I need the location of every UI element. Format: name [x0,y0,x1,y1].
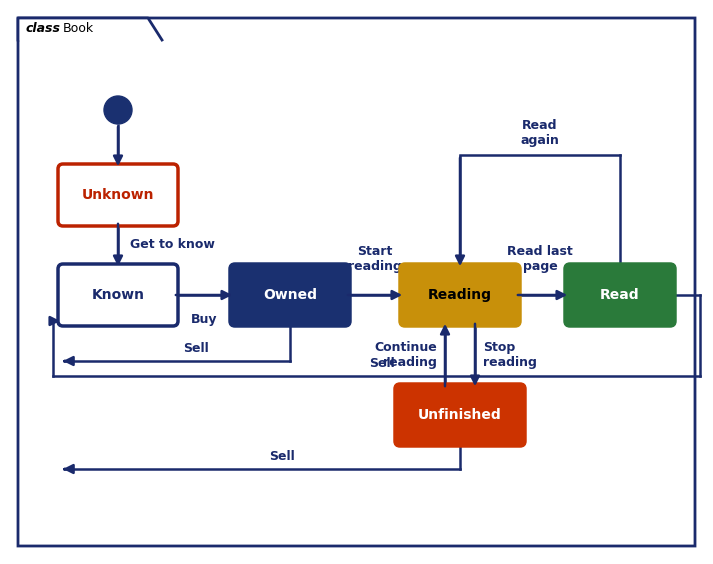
Circle shape [104,96,132,124]
Text: Reading: Reading [428,288,492,302]
Text: Read: Read [600,288,640,302]
Text: Read last
page: Read last page [507,245,573,273]
Text: Book: Book [63,23,94,36]
Text: Start
reading: Start reading [348,245,402,273]
Text: Read
again: Read again [520,119,560,147]
FancyBboxPatch shape [58,264,178,326]
Text: Stop
reading: Stop reading [483,341,537,369]
Text: Buy: Buy [191,313,217,326]
Text: class: class [26,23,61,36]
FancyBboxPatch shape [395,384,525,446]
Text: Owned: Owned [263,288,317,302]
FancyBboxPatch shape [18,18,695,546]
Text: Unknown: Unknown [82,188,154,202]
Text: Sell: Sell [269,450,294,463]
FancyBboxPatch shape [58,164,178,226]
Text: Sell: Sell [184,342,210,355]
Text: Unfinished: Unfinished [418,408,502,422]
Text: Continue
reading: Continue reading [374,341,437,369]
Text: Get to know: Get to know [130,239,215,252]
FancyBboxPatch shape [230,264,350,326]
Text: Known: Known [91,288,145,302]
Text: Sell: Sell [369,357,394,370]
FancyBboxPatch shape [400,264,520,326]
FancyBboxPatch shape [565,264,675,326]
Polygon shape [18,18,162,40]
